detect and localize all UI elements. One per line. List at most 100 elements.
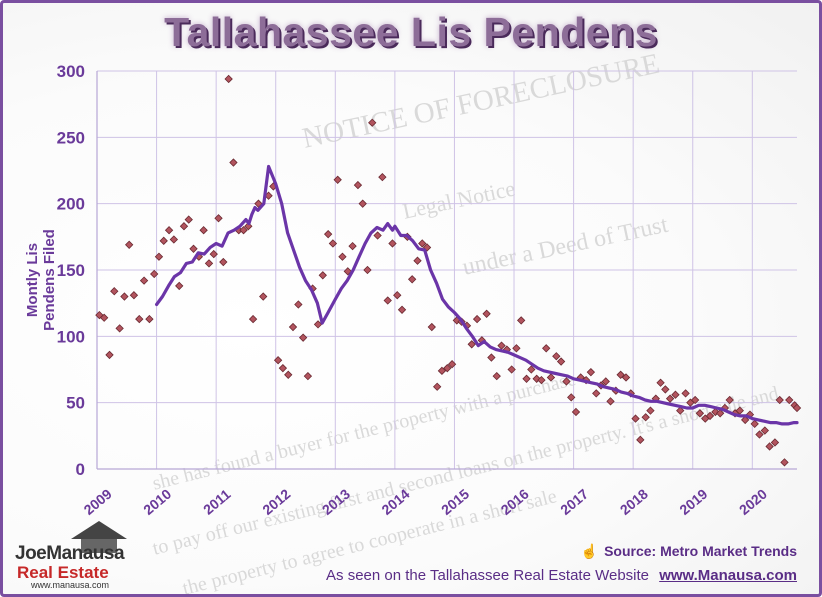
data-point	[646, 406, 655, 415]
data-point	[363, 265, 372, 275]
data-point	[601, 377, 610, 386]
data-point	[542, 344, 551, 353]
data-point	[665, 394, 675, 403]
data-point	[239, 226, 248, 235]
data-point	[318, 271, 327, 280]
data-point	[606, 397, 615, 406]
data-point	[418, 239, 427, 248]
data-point	[175, 281, 184, 291]
data-point	[348, 241, 357, 251]
x-tick-label: 2012	[259, 485, 293, 517]
chart-title: Tallahassee Lis Pendens	[164, 9, 658, 55]
x-tick-label: 2014	[378, 485, 412, 517]
logo-name: JoeManausa	[15, 543, 125, 564]
data-point	[770, 438, 780, 447]
data-point	[150, 269, 159, 279]
y-tick-label: 0	[76, 460, 85, 479]
data-point	[497, 341, 506, 350]
data-point	[695, 409, 705, 418]
data-point	[224, 74, 233, 84]
data-point	[492, 371, 501, 381]
data-point	[567, 393, 576, 402]
data-point	[676, 406, 685, 415]
data-point	[467, 340, 476, 349]
data-point	[537, 375, 546, 385]
y-tick-label: 50	[66, 394, 85, 413]
data-point	[507, 365, 516, 374]
data-point	[517, 316, 526, 325]
y-tick-label: 150	[57, 261, 85, 280]
data-point	[397, 305, 407, 314]
data-point	[487, 353, 496, 362]
data-point	[755, 430, 764, 439]
data-point	[338, 252, 347, 261]
data-point	[482, 309, 491, 318]
data-point	[636, 435, 645, 444]
data-point	[254, 199, 263, 208]
data-point	[383, 296, 392, 305]
data-point	[248, 314, 258, 324]
data-point	[99, 313, 109, 322]
house-body-icon	[81, 539, 117, 553]
pointing-hand-icon: ☝	[580, 543, 599, 559]
data-point	[407, 275, 417, 284]
data-point	[378, 172, 387, 182]
data-point	[586, 367, 596, 377]
data-point	[278, 364, 288, 373]
data-point	[552, 352, 561, 361]
data-point	[95, 310, 104, 320]
data-point	[775, 395, 784, 405]
x-tick-label: 2020	[736, 485, 770, 517]
data-point	[298, 333, 308, 342]
data-point	[284, 370, 293, 379]
house-roof-icon	[71, 521, 127, 539]
data-point	[592, 389, 601, 398]
data-point	[522, 374, 531, 383]
logo-tagline: Real Estate	[17, 563, 109, 582]
data-point	[139, 276, 149, 285]
y-tick-label: 250	[57, 128, 85, 147]
data-point	[273, 356, 283, 365]
data-point	[671, 390, 680, 399]
data-point	[765, 442, 774, 451]
data-point	[219, 257, 228, 267]
data-point	[323, 230, 333, 239]
website-link[interactable]: www.Manausa.com	[659, 567, 797, 584]
x-tick-label: 2013	[319, 485, 353, 517]
data-point	[164, 226, 174, 235]
data-point	[229, 158, 238, 167]
data-point	[388, 239, 397, 248]
data-point	[447, 360, 457, 369]
logo-url: www.manausa.com	[31, 580, 110, 590]
logo: JoeManausa Real Estate www.manausa.com	[11, 521, 151, 590]
chart-plot: 0 50 100 150 200 250 300 2009 2010 2011 2012 2013 20…	[57, 62, 802, 518]
x-tick-label: 2019	[676, 485, 710, 517]
data-point	[741, 415, 750, 425]
data-point	[512, 344, 521, 353]
data-point	[750, 419, 759, 429]
data-point	[690, 395, 700, 405]
data-point	[472, 314, 482, 324]
data-point	[413, 256, 422, 265]
data-point	[303, 371, 313, 381]
data-point	[135, 314, 144, 324]
data-point	[792, 403, 802, 413]
data-point	[159, 236, 168, 245]
data-point	[353, 180, 363, 190]
x-tick-label: 2011	[200, 486, 234, 518]
data-point	[785, 395, 794, 405]
data-point	[105, 350, 114, 360]
data-point	[110, 287, 119, 296]
data-point	[120, 292, 129, 301]
data-point	[725, 395, 734, 405]
data-point	[294, 300, 303, 309]
x-tick-label: 2018	[617, 485, 651, 517]
data-point	[358, 199, 367, 208]
data-point	[209, 249, 218, 259]
source-text: Source: Metro Market Trends	[604, 543, 797, 559]
website-note: As seen on the Tallahassee Real Estate W…	[326, 567, 797, 584]
data-point	[562, 377, 571, 386]
x-tick-label: 2010	[140, 485, 174, 517]
data-point	[199, 226, 208, 235]
data-point	[681, 389, 690, 398]
